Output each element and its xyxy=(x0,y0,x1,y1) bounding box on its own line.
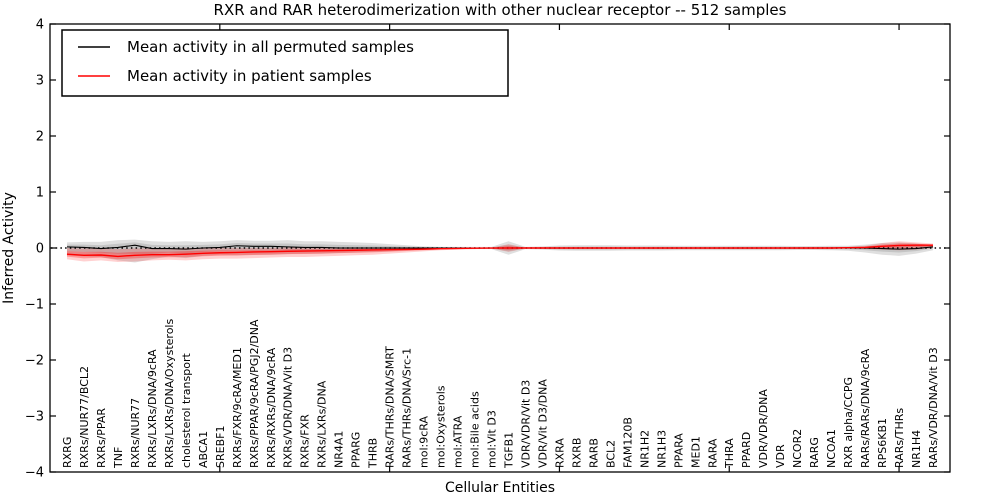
x-category-label: SREBF1 xyxy=(214,426,227,468)
patient-band-inner xyxy=(66,243,934,260)
x-category-label: ABCA1 xyxy=(197,431,210,468)
y-tick-label: −3 xyxy=(25,410,44,425)
x-category-label: NCOR2 xyxy=(791,429,804,468)
x-category-label: RXRs/RXRs/DNA/9cRA xyxy=(265,347,278,468)
x-category-label: RARA xyxy=(706,438,719,468)
x-category-label: NCOA1 xyxy=(825,429,838,468)
x-category-label: RXRs/PPAR/9cRA/PGJ2/DNA xyxy=(248,319,261,468)
x-category-label: RARs/THRs xyxy=(893,408,906,468)
x-category-label: MED1 xyxy=(689,436,702,468)
y-tick-label: 0 xyxy=(36,242,44,257)
x-category-label: RARs/VDR/DNA/Vit D3 xyxy=(927,347,940,468)
chart-title: RXR and RAR heterodimerization with othe… xyxy=(214,1,787,19)
x-category-label: RXRG xyxy=(61,437,74,468)
x-category-label: VDR xyxy=(774,444,787,468)
x-category-label: RARs/RARs/DNA/9cRA xyxy=(859,348,872,468)
patient-band-outer xyxy=(66,241,934,262)
x-category-label: RXRs/NUR77/BCL2 xyxy=(78,366,91,468)
plot-area: RXRG RXRs/NUR77/BCL2 RXRs/PPAR TNF RXRs/NUR7… xyxy=(25,18,951,481)
x-category-label: NR4A1 xyxy=(333,431,346,468)
x-category-label: NR1H3 xyxy=(655,430,668,468)
x-category-label: NR1H4 xyxy=(910,430,923,468)
x-category-label: VDR/Vit D3/DNA xyxy=(536,379,549,468)
x-category-label: RARB xyxy=(587,438,600,468)
x-category-label: mol:Vit D3 xyxy=(486,410,499,468)
x-category-label: FAM120B xyxy=(621,417,634,468)
permuted-band-outer xyxy=(66,239,934,263)
x-category-label: RXRB xyxy=(570,438,583,468)
x-category-label: RXRs/LXRs/DNA/Oxysterols xyxy=(163,319,176,468)
x-category-label: RPS6KB1 xyxy=(876,418,889,468)
x-category-label: BCL2 xyxy=(604,440,617,468)
x-category-label: RXRs/FXR xyxy=(299,414,312,468)
y-tick-label: −1 xyxy=(25,298,44,313)
x-category-label: RARs/THRs/DNA/Src-1 xyxy=(401,348,414,468)
x-category-label: RARG xyxy=(808,437,821,468)
x-category-label: NR1H2 xyxy=(638,430,651,468)
x-category-label: PPARG xyxy=(350,432,363,468)
x-category-label: RXRs/LXRs/DNA/9cRA xyxy=(146,349,159,468)
y-tick-label: −2 xyxy=(25,354,44,369)
patient-mean-line xyxy=(66,244,934,258)
x-category-label: RXRs/PPAR xyxy=(95,408,108,468)
x-category-label: RARs/THRs/DNA/SMRT xyxy=(384,346,397,468)
x-category-label: PPARA xyxy=(672,433,685,468)
y-axis-label: Inferred Activity xyxy=(1,192,17,304)
legend: Mean activity in all permuted samples Me… xyxy=(61,29,509,97)
legend-label-permuted-samples: Mean activity in all permuted samples xyxy=(127,38,414,56)
x-category-label: cholesterol transport xyxy=(180,353,193,468)
legend-label-patient-samples: Mean activity in patient samples xyxy=(127,67,372,85)
x-category-label: RXRs/VDR/DNA/Vit D3 xyxy=(282,347,295,468)
legend-box xyxy=(61,29,509,97)
x-category-label: RXRs/NUR77 xyxy=(129,398,142,468)
x-category-label: THRB xyxy=(367,438,380,469)
x-category-label: mol:ATRA xyxy=(452,415,465,468)
x-category-label: mol:Bile acids xyxy=(469,391,482,468)
x-category-label: VDR/VDR/DNA xyxy=(757,389,770,468)
y-tick-label: −4 xyxy=(25,466,44,481)
y-tick-label: 3 xyxy=(36,74,44,89)
x-category-label: VDR/VDR/Vit D3 xyxy=(519,380,532,468)
x-category-label: RXR alpha/CCPG xyxy=(842,377,855,468)
x-category-label: TNF xyxy=(112,447,125,469)
y-tick-label: 1 xyxy=(36,186,44,201)
x-category-label: RXRs/LXRs/DNA xyxy=(316,380,329,468)
x-category-label: TGFB1 xyxy=(502,432,515,469)
x-category-label: THRA xyxy=(723,438,736,469)
y-tick-label: 2 xyxy=(36,130,44,145)
x-category-label: PPARD xyxy=(740,432,753,468)
x-category-label: RXRs/FXR/9cRA/MED1 xyxy=(231,347,244,468)
x-axis-label: Cellular Entities xyxy=(445,480,555,496)
x-category-label: RXRA xyxy=(553,438,566,468)
x-category-label: mol:9cRA xyxy=(418,416,431,468)
x-category-label: mol:Oxysterols xyxy=(435,385,448,468)
y-tick-label: 4 xyxy=(36,18,44,33)
